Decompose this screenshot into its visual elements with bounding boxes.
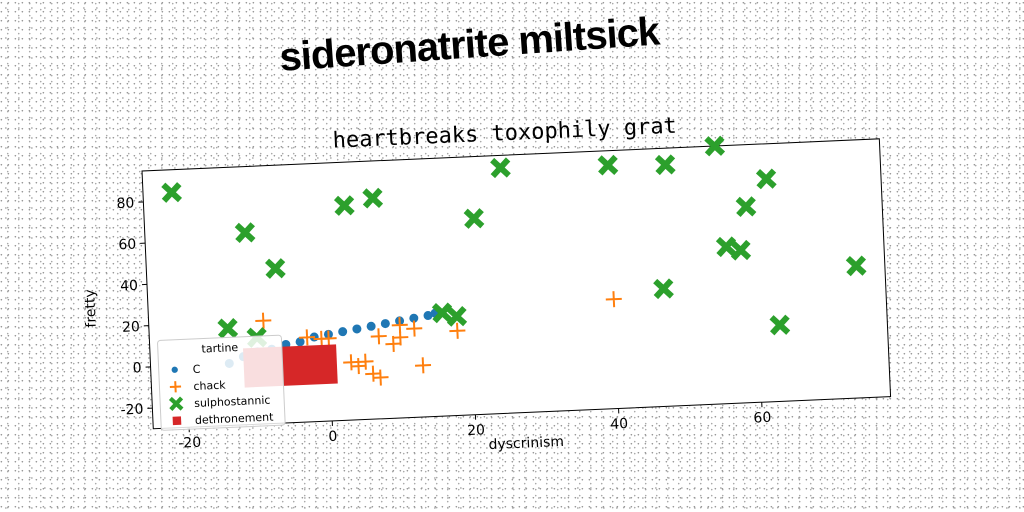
legend-label: sulphostannic — [194, 394, 271, 410]
y-axis-label: fretty — [82, 289, 100, 328]
sulphostannic-point — [217, 318, 239, 339]
legend-marker — [171, 366, 178, 373]
x-tick-label: 20 — [467, 422, 486, 439]
y-tick-label: 80 — [116, 195, 135, 212]
y-tick-label: 0 — [132, 360, 142, 376]
C-point — [352, 324, 362, 334]
chack-point — [391, 317, 408, 334]
sulphostannic-point — [597, 154, 619, 176]
sulphostannic-point — [654, 154, 676, 176]
x-tick-label: 0 — [328, 429, 338, 445]
y-tick-label: 20 — [122, 319, 141, 336]
sulphostannic-point — [333, 195, 355, 216]
sulphostannic-point — [769, 314, 791, 336]
x-axis-label: dyscrinism — [488, 434, 564, 453]
sulphostannic-point — [845, 255, 867, 277]
C-point — [423, 311, 433, 321]
sulphostannic-point — [265, 258, 286, 279]
sulphostannic-point — [755, 168, 777, 190]
x-tick-label: 60 — [753, 410, 772, 427]
legend-marker — [168, 396, 184, 412]
chack-point — [350, 358, 367, 375]
legend-title: tartine — [201, 341, 238, 356]
x-tick-label: -20 — [178, 435, 202, 452]
legend-label: C — [192, 363, 201, 376]
chack-point — [415, 357, 432, 374]
chack-point — [449, 322, 466, 339]
y-tick-label: -20 — [120, 402, 144, 419]
chack-point — [357, 353, 374, 370]
chack-point — [320, 330, 337, 347]
chack-point — [370, 328, 387, 345]
sulphostannic-point — [161, 182, 183, 203]
y-tick-label: 40 — [120, 278, 139, 295]
C-point — [409, 313, 419, 323]
y-tick-label: 60 — [118, 237, 137, 254]
sulphostannic-point — [234, 222, 256, 243]
chart-title: heartbreaks toxophily grat — [332, 114, 677, 154]
legend-marker — [169, 381, 182, 393]
legend-box — [157, 334, 286, 431]
sulphostannic-point — [735, 196, 757, 217]
chack-point — [372, 369, 389, 386]
sulphostannic-point — [653, 278, 674, 300]
C-point — [380, 319, 390, 329]
C-point — [338, 327, 348, 337]
sulphostannic-point — [704, 135, 726, 157]
sulphostannic-point — [490, 157, 511, 179]
chack-point — [255, 312, 272, 329]
legend-label: chack — [193, 379, 226, 393]
chack-point — [365, 365, 382, 382]
ticks-group: -20 0 20 40 60 -20 0 20 40 60 80 — [116, 195, 772, 452]
chack-point — [299, 329, 316, 346]
sulphostannic-point — [715, 236, 737, 258]
x-tick-label: 40 — [610, 416, 629, 433]
sulphostannic-point — [431, 302, 453, 324]
sulphostannic-point — [730, 239, 752, 261]
chack-point — [343, 354, 360, 371]
sulphostannic-point — [362, 187, 384, 209]
chack-point — [605, 291, 622, 308]
sulphostannic-point — [463, 208, 485, 229]
C-point — [295, 337, 305, 347]
C-point — [366, 321, 376, 331]
legend-marker — [172, 416, 182, 426]
chack-point — [406, 320, 423, 337]
sulphostannic-point — [446, 305, 468, 327]
legend-label: dethronement — [195, 410, 275, 426]
plot-group: heartbreaks toxophily grat dyscrinism fr… — [82, 114, 892, 453]
